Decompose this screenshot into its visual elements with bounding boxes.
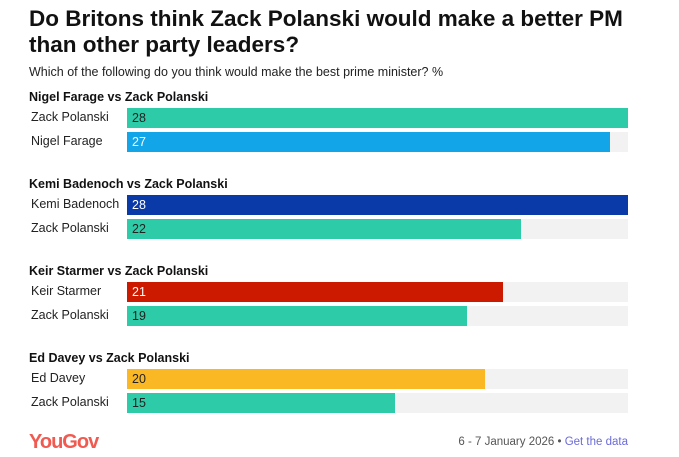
bar-label: Zack Polanski	[31, 221, 109, 235]
date-text: 6 - 7 January 2026 •	[458, 436, 565, 448]
bar-row: Zack Polanski 28	[29, 108, 629, 128]
group-title: Nigel Farage vs Zack Polanski	[29, 90, 209, 104]
bar-row: Zack Polanski 22	[29, 219, 629, 239]
group-title: Ed Davey vs Zack Polanski	[29, 351, 190, 365]
get-data-link[interactable]: Get the data	[564, 436, 628, 448]
bar-row: Ed Davey 20	[29, 369, 629, 389]
bar-track: 28	[127, 108, 628, 128]
bar-track: 28	[127, 195, 628, 215]
bar: 22	[127, 219, 521, 239]
bar-label: Zack Polanski	[31, 395, 109, 409]
bar-value: 28	[132, 198, 146, 212]
group: Nigel Farage vs Zack Polanski Zack Polans…	[29, 88, 629, 156]
bar-track: 21	[127, 282, 628, 302]
bar-label: Zack Polanski	[31, 308, 109, 322]
bar: 27	[127, 132, 611, 152]
bar-row: Zack Polanski 19	[29, 306, 629, 326]
bar-value: 15	[132, 396, 146, 410]
bar-label: Nigel Farage	[31, 134, 103, 148]
group: Ed Davey vs Zack Polanski Ed Davey 20 Zack…	[29, 349, 629, 417]
bar-row: Keir Starmer 21	[29, 282, 629, 302]
footer: 6 - 7 January 2026 • Get the data	[458, 436, 628, 448]
bar-value: 28	[132, 111, 146, 125]
bar: 21	[127, 282, 503, 302]
bar-label: Kemi Badenoch	[31, 197, 120, 211]
bar-track: 27	[127, 132, 628, 152]
bar: 15	[127, 393, 396, 413]
bar-track: 22	[127, 219, 628, 239]
group: Keir Starmer vs Zack Polanski Keir Starme…	[29, 262, 629, 330]
group: Kemi Badenoch vs Zack Polanski Kemi Baden…	[29, 175, 629, 243]
bar-value: 20	[132, 372, 146, 386]
bar-value: 19	[132, 309, 146, 323]
bar: 28	[127, 108, 628, 128]
bar-track: 20	[127, 369, 628, 389]
bar-track: 15	[127, 393, 628, 413]
bar-row: Nigel Farage 27	[29, 132, 629, 152]
bar-track: 19	[127, 306, 628, 326]
bar: 19	[127, 306, 467, 326]
bar-row: Kemi Badenoch 28	[29, 195, 629, 215]
bar-label: Ed Davey	[31, 371, 86, 385]
chart-subtitle: Which of the following do you think woul…	[29, 65, 444, 79]
bar-row: Zack Polanski 15	[29, 393, 629, 413]
bar-value: 27	[132, 135, 146, 149]
bar-label: Keir Starmer	[31, 284, 102, 298]
bar: 28	[127, 195, 628, 215]
bar-value: 21	[132, 285, 146, 299]
bar: 20	[127, 369, 485, 389]
yougov-logo: YouGov	[29, 431, 99, 453]
bar-value: 22	[132, 222, 146, 236]
bar-label: Zack Polanski	[31, 110, 109, 124]
group-title: Kemi Badenoch vs Zack Polanski	[29, 177, 228, 191]
chart-title: Do Britons think Zack Polanski would mak…	[29, 6, 623, 57]
group-title: Keir Starmer vs Zack Polanski	[29, 264, 209, 278]
